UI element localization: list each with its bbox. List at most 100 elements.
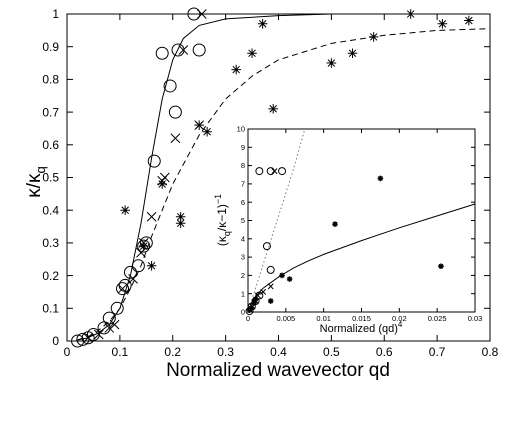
inset-x-tick-label: 0.015 <box>352 314 371 323</box>
main-point-cross <box>178 45 189 55</box>
inset-y-axis-label-rest: /κ−1) <box>215 204 229 231</box>
inset-point-circle <box>262 242 271 251</box>
main-point-circle <box>155 46 169 60</box>
inset-y-tick-label: 10 <box>237 125 245 134</box>
main-y-tick-label: 0 <box>52 334 59 348</box>
main-y-tick-label: 1 <box>52 7 59 21</box>
inset-point-asterisk <box>279 272 285 279</box>
main-point-asterisk <box>231 64 241 75</box>
inset-x-axis-label-sup: 4 <box>398 320 403 329</box>
inset-y-tick-label: 2 <box>241 271 245 280</box>
inset-point-asterisk <box>252 296 259 302</box>
inset-y-tick-label: 6 <box>241 198 245 207</box>
main-point-circle <box>187 7 201 21</box>
main-point-circle <box>147 154 161 168</box>
inset-x-axis-label-main: Normalized (qd) <box>320 323 398 335</box>
main-y-axis-label-main: κ/κ <box>24 173 45 198</box>
inset-y-tick-label: 3 <box>241 253 245 262</box>
main-x-axis-label: Normalized wavevector qd <box>166 360 390 381</box>
main-point-circle <box>137 239 151 253</box>
inset-y-axis-label-sup: −1 <box>213 194 223 204</box>
main-plot-marks <box>71 7 491 348</box>
inset-point-asterisk <box>286 276 293 282</box>
main-point-circle <box>171 43 185 57</box>
main-point-asterisk <box>437 19 448 29</box>
main-x-tick-label: 0.6 <box>376 345 393 359</box>
main-point-asterisk <box>268 104 279 114</box>
main-point-asterisk <box>247 48 257 59</box>
main-y-tick-label: 0.5 <box>42 171 59 185</box>
inset-x-tick-label: 0 <box>246 314 250 323</box>
inset-plot-marks <box>245 128 476 316</box>
main-x-tick-label: 0.5 <box>323 345 340 359</box>
inset-point-circle <box>278 167 287 176</box>
main-point-asterisk <box>257 19 268 29</box>
main-point-circle <box>86 327 100 341</box>
main-y-tick-label: 0.4 <box>42 203 59 217</box>
inset-y-tick-label: 7 <box>241 180 245 189</box>
main-point-circle <box>110 301 124 315</box>
main-point-circle <box>123 265 137 279</box>
main-point-cross <box>104 323 115 333</box>
inset-x-tick-label: 0.02 <box>392 314 407 323</box>
inset-y-tick-label: 0 <box>241 308 245 317</box>
inset-y-tick-label: 5 <box>241 216 245 225</box>
main-x-tick-label: 0.8 <box>482 345 499 359</box>
main-y-tick-label: 0.1 <box>42 302 59 316</box>
main-point-circle <box>192 43 206 57</box>
inset-point-asterisk <box>377 175 384 182</box>
main-point-cross <box>136 247 146 258</box>
main-point-asterisk <box>146 260 157 271</box>
inset-axis-ticks: 0 0.005 0.01 0.015 0.02 0.025 0.03 0 1 2 3 4 5 6 7 8 9 10 <box>237 125 483 323</box>
main-point-circle <box>76 332 90 346</box>
main-y-tick-label: 0.9 <box>42 40 59 54</box>
inset-plot-frame <box>247 128 476 313</box>
main-point-asterisk <box>405 9 416 19</box>
inset-y-axis-label-sub: q <box>222 231 232 236</box>
inset-x-tick-label: 0.025 <box>428 314 447 323</box>
inset-y-tick-label: 4 <box>241 234 245 243</box>
main-point-asterisk <box>464 15 474 26</box>
inset-y-tick-label: 1 <box>241 289 245 298</box>
inset-point-circle <box>255 167 264 176</box>
inset-x-tick-label: 0.01 <box>316 314 331 323</box>
main-point-asterisk <box>120 205 130 215</box>
main-point-asterisk <box>175 218 186 229</box>
main-point-circle <box>102 311 116 325</box>
inset-y-axis-label: (κq/κ−1)−1 <box>213 194 232 246</box>
inset-point-cross <box>271 168 278 175</box>
main-point-asterisk <box>138 241 149 251</box>
inset-y-tick-label: 9 <box>241 143 245 152</box>
main-point-circle <box>97 321 111 335</box>
main-point-circle <box>163 79 177 93</box>
inset-point-asterisk <box>248 305 254 312</box>
main-point-cross <box>117 283 128 294</box>
inset-x-tick-label: 0.03 <box>468 314 483 323</box>
main-y-axis-label: κ/κq <box>24 166 48 198</box>
main-point-circle <box>116 282 130 296</box>
main-x-tick-label: 0.7 <box>429 345 446 359</box>
main-y-tick-label: 0.6 <box>42 138 59 152</box>
inset-point-asterisk <box>267 298 274 304</box>
main-point-asterisk <box>194 120 204 130</box>
inset-point-cross <box>260 288 267 295</box>
main-point-asterisk <box>326 58 337 68</box>
main-point-cross <box>196 9 207 19</box>
main-y-tick-label: 0.8 <box>42 73 59 87</box>
main-point-circle <box>131 259 145 273</box>
main-point-cross <box>93 329 104 340</box>
main-point-cross <box>109 319 120 330</box>
main-x-tick-label: 0.4 <box>270 345 287 359</box>
inset-point-asterisk <box>332 221 338 227</box>
inset-point-circle <box>266 265 275 274</box>
inset-point-asterisk <box>438 263 444 270</box>
main-curve-solid <box>77 13 490 341</box>
main-x-tick-label: 0.2 <box>164 345 181 359</box>
main-point-cross <box>159 172 170 183</box>
inset-point-circle <box>255 291 264 300</box>
main-y-axis-label-sub: q <box>33 166 48 173</box>
inset-point-asterisk <box>251 300 257 306</box>
main-x-tick-label: 0.3 <box>217 345 234 359</box>
inset-x-tick-label: 0.005 <box>276 314 295 323</box>
main-point-asterisk <box>175 211 186 222</box>
